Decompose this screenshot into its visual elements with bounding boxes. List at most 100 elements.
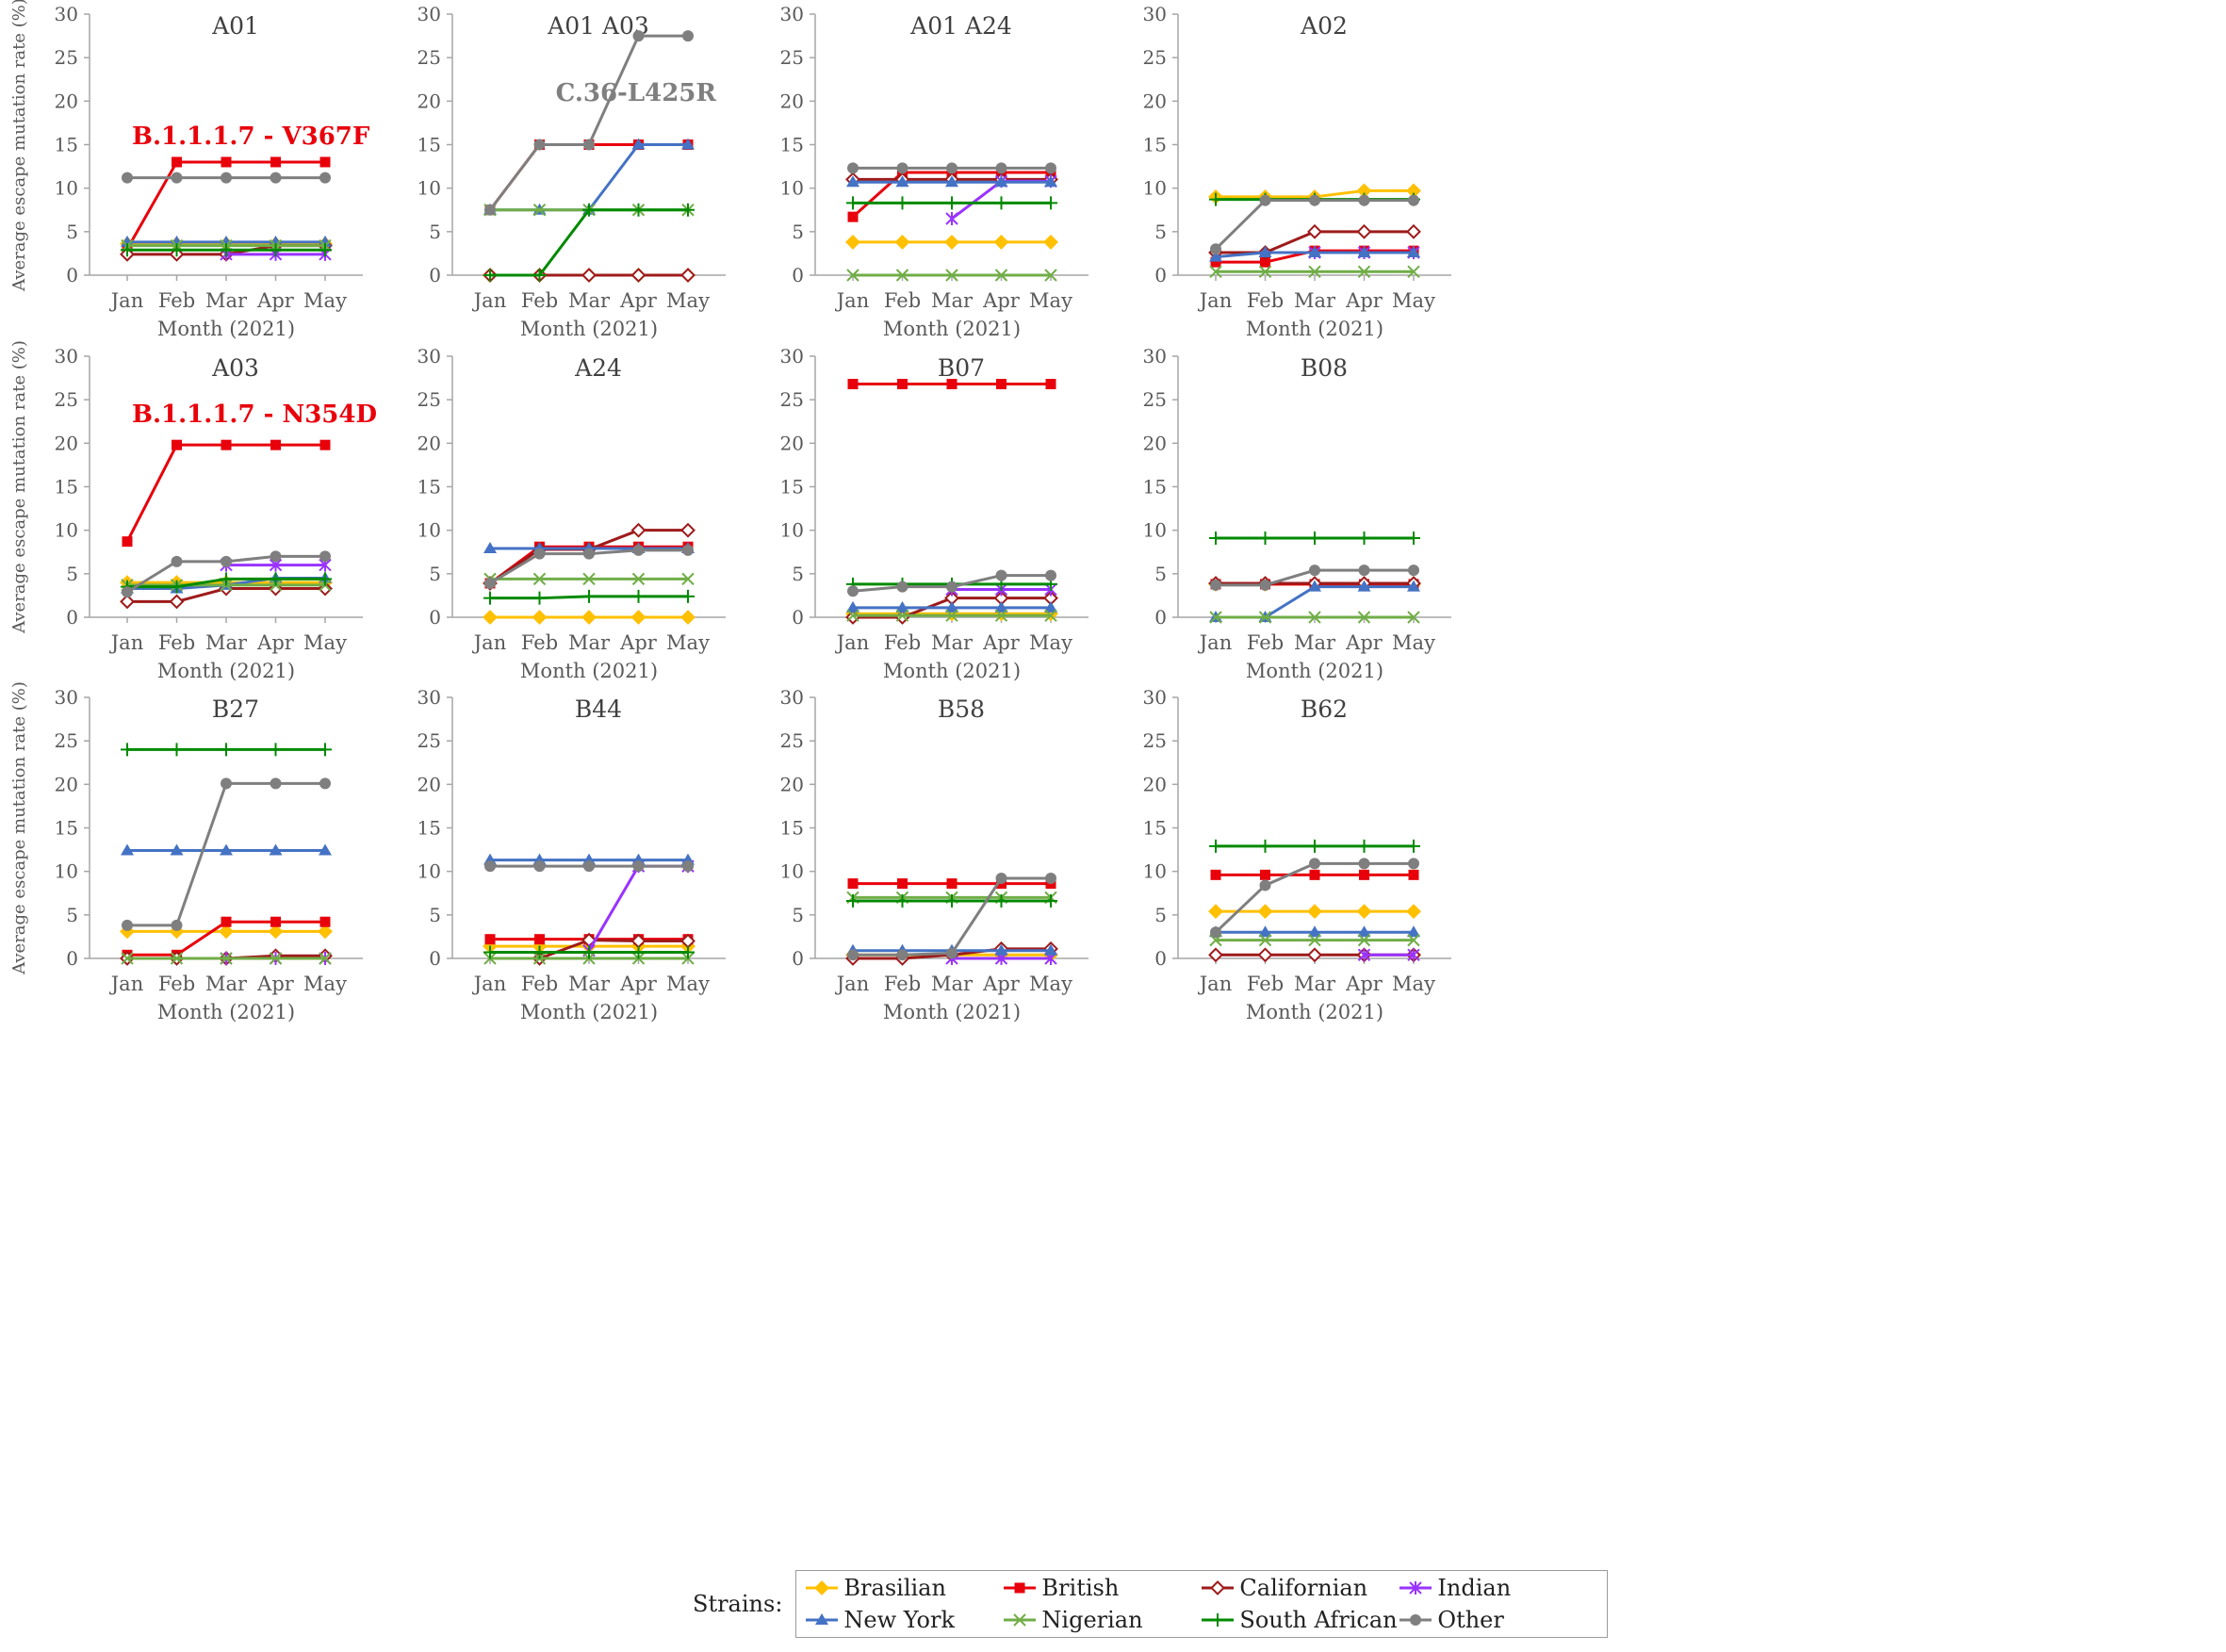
data-point (1407, 265, 1420, 279)
data-point (1408, 869, 1419, 880)
panel-b58: 0 5 10 15 20 25 30 Jan Feb Mar Apr May Month (2021) B… (780, 686, 1088, 1023)
data-point (220, 572, 233, 586)
series-new-york (1209, 245, 1420, 262)
y-tick-label: 15 (780, 817, 804, 840)
x-tick-label: Mar (205, 289, 248, 312)
x-tick-label: Feb (158, 973, 195, 995)
y-tick-label: 25 (1143, 388, 1167, 411)
data-point (533, 860, 546, 873)
data-point (895, 600, 909, 613)
panel-a24: 0 5 10 15 20 25 30 Jan Feb Mar Apr May Month (2021) A… (417, 345, 726, 682)
data-point (484, 860, 496, 873)
data-point (1308, 265, 1321, 279)
data-point (1258, 265, 1272, 279)
y-tick-label: 20 (780, 90, 804, 112)
series-nigerian (483, 572, 695, 586)
data-point (1258, 531, 1272, 545)
data-point (945, 196, 958, 210)
data-point (1357, 611, 1371, 624)
y-tick-label: 30 (1143, 686, 1167, 709)
y-tick-label: 25 (1143, 729, 1167, 752)
x-tick-label: Jan (472, 973, 506, 995)
x-tick-label: Feb (158, 631, 195, 654)
data-point (1259, 879, 1271, 891)
data-point (1309, 564, 1320, 577)
y-tick-label: 15 (780, 134, 804, 156)
legend-marker-shape (815, 1613, 829, 1625)
data-point (319, 156, 331, 168)
data-point (122, 536, 133, 548)
y-tick-label: 30 (1143, 3, 1167, 25)
data-point (847, 379, 859, 390)
x-tick-label: Jan (835, 289, 869, 312)
data-point (121, 235, 134, 247)
data-point (946, 379, 958, 390)
series-new-york (121, 235, 332, 247)
x-tick-label: Apr (982, 631, 1021, 654)
x-tick-label: Mar (1294, 289, 1336, 312)
data-point (1258, 611, 1272, 624)
series-south-african (846, 196, 1057, 210)
data-point (1309, 194, 1320, 206)
series-south-african (483, 945, 695, 959)
series-other (847, 162, 1056, 174)
legend-label: Other (1437, 1607, 1504, 1633)
data-point (121, 243, 134, 257)
data-point (121, 743, 134, 757)
y-tick-label: 0 (792, 606, 804, 629)
x-axis-label: Month (2021) (157, 660, 295, 682)
y-axis-label: Average escape mutation rate (%) (9, 340, 29, 634)
x-tick-label: Apr (256, 631, 295, 654)
data-point (1357, 925, 1371, 938)
panel-b27: 0 5 10 15 20 25 30 Jan Feb Mar Apr May Month (2021) A… (9, 681, 363, 1023)
series-line (125, 443, 325, 543)
data-point (484, 934, 496, 945)
data-point (1260, 256, 1270, 268)
data-point (995, 569, 1007, 581)
data-point (532, 572, 547, 586)
data-point (1307, 904, 1322, 920)
data-point (319, 235, 332, 247)
data-point (1357, 531, 1371, 545)
data-point (1358, 194, 1370, 206)
series-other (122, 550, 331, 598)
x-axis-label: Month (2021) (883, 318, 1021, 340)
legend-marker-shape (814, 1580, 830, 1595)
x-tick-label: Jan (1198, 973, 1232, 995)
y-tick-label: 30 (417, 3, 441, 25)
legend-label: New York (843, 1607, 956, 1633)
data-point (120, 594, 135, 610)
data-point (170, 243, 184, 257)
data-point (319, 777, 331, 790)
panel-b08: 0 5 10 15 20 25 30 Jan Feb Mar Apr May Month (2021) B… (1143, 345, 1451, 682)
data-point (171, 919, 183, 931)
y-tick-label: 15 (417, 134, 441, 156)
data-point (847, 162, 859, 174)
series-other (1210, 194, 1419, 255)
y-tick-label: 10 (417, 177, 441, 200)
panel-title: B07 (938, 354, 985, 382)
y-tick-label: 25 (417, 729, 441, 752)
y-tick-label: 30 (780, 3, 804, 25)
data-point (1408, 564, 1419, 577)
data-point (945, 609, 958, 622)
y-tick-label: 20 (417, 432, 441, 454)
data-point (1044, 894, 1057, 908)
data-point (1407, 580, 1420, 592)
data-point (582, 203, 596, 217)
x-tick-label: Feb (158, 289, 195, 312)
data-point (483, 610, 498, 625)
data-point (895, 609, 909, 622)
data-point (895, 894, 909, 908)
data-point (581, 610, 597, 625)
data-point (994, 175, 1008, 188)
x-axis-label: Month (2021) (1246, 660, 1383, 682)
series-new-york (846, 175, 1057, 188)
y-tick-label: 10 (417, 860, 441, 883)
data-point (1308, 580, 1321, 592)
data-point (1357, 245, 1371, 257)
y-tick-label: 20 (1143, 773, 1167, 795)
x-tick-label: Jan (109, 289, 143, 312)
data-point (269, 235, 283, 247)
data-point (1045, 379, 1056, 390)
